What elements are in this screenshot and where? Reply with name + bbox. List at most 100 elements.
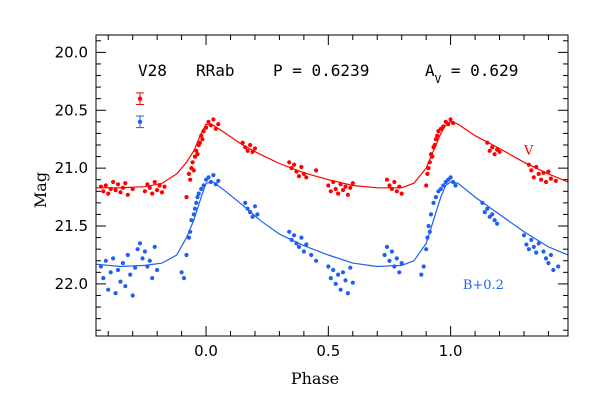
data-point-b (113, 291, 118, 296)
data-point-b (343, 278, 348, 283)
fit-curve-v (96, 121, 568, 189)
data-point-v (487, 148, 492, 153)
data-point-b (196, 191, 201, 196)
data-point-b (98, 264, 103, 269)
data-point-b (245, 206, 250, 211)
data-point-b (336, 272, 341, 277)
data-point-v (211, 117, 216, 122)
data-point-v (529, 168, 534, 173)
data-point-b (137, 241, 143, 246)
data-point-b (296, 244, 302, 249)
data-point-v (292, 162, 297, 167)
data-point-b (140, 256, 145, 261)
data-point-v (430, 154, 435, 159)
data-point-v (191, 168, 196, 173)
error-bar-point-v (137, 96, 143, 101)
data-point-b (428, 212, 434, 217)
x-axis-title: Phase (291, 369, 339, 388)
data-point-b (394, 256, 399, 261)
data-point-b (441, 183, 446, 188)
data-point-b (155, 267, 160, 273)
data-point-b (548, 252, 554, 258)
data-point-b (130, 293, 135, 298)
data-point-v (287, 160, 292, 165)
data-point-v (195, 152, 200, 157)
data-point-v (534, 164, 539, 170)
data-point-v (446, 122, 451, 127)
data-point-b (482, 210, 487, 215)
data-point-v (345, 192, 350, 197)
data-point-b (248, 210, 253, 215)
data-point-b (189, 218, 194, 223)
data-point-b (438, 186, 443, 192)
data-point-v (392, 179, 397, 185)
data-point-v (441, 124, 446, 129)
data-point-v (204, 125, 209, 130)
data-point-b (529, 237, 534, 242)
data-point-b (399, 261, 404, 266)
data-point-v (294, 169, 299, 174)
data-point-b (424, 247, 429, 252)
data-point-v (526, 162, 532, 167)
y-axis-title: Mag (31, 172, 50, 208)
data-point-b (524, 242, 529, 247)
data-point-v (350, 181, 355, 186)
data-point-b (546, 261, 551, 266)
data-point-v (536, 171, 541, 176)
data-point-v (424, 183, 429, 188)
data-point-v (425, 171, 430, 176)
error-bars (136, 92, 145, 129)
data-point-b (431, 200, 436, 205)
data-point-b (299, 235, 304, 240)
data-point-b (142, 249, 147, 254)
data-point-b (419, 272, 424, 277)
data-point-v (199, 133, 204, 138)
data-point-b (145, 264, 150, 269)
data-point-b (108, 270, 113, 275)
data-point-v (245, 148, 250, 153)
data-point-v (184, 195, 189, 200)
data-point-b (301, 249, 306, 254)
data-points (98, 117, 561, 298)
data-point-b (243, 200, 248, 205)
header-star-name: V28 (138, 61, 167, 80)
data-point-v (125, 192, 130, 197)
data-point-v (301, 171, 306, 176)
error-bar-point-b (137, 119, 143, 125)
data-point-b (184, 252, 189, 258)
data-point-b (128, 272, 133, 277)
data-point-v (296, 174, 302, 179)
series-label-v: V (523, 144, 534, 159)
data-point-b (333, 281, 338, 286)
data-point-b (340, 270, 346, 275)
data-point-b (345, 291, 350, 296)
data-point-v (338, 182, 343, 187)
data-point-b (135, 247, 140, 252)
data-point-v (299, 164, 304, 170)
data-point-b (289, 237, 294, 242)
data-point-b (326, 264, 331, 269)
data-point-b (480, 200, 485, 205)
chart-header: V28 RRab P = 0.6239 AV = 0.629 (138, 61, 518, 86)
data-point-b (526, 247, 532, 252)
data-point-v (213, 126, 218, 131)
data-point-v (485, 140, 490, 145)
data-point-b (331, 267, 336, 273)
y-tick-label: 20.5 (55, 101, 88, 119)
data-point-v (159, 190, 165, 195)
data-point-v (490, 145, 495, 150)
data-point-b (426, 223, 431, 229)
data-point-b (541, 249, 546, 254)
plot-frame (95, 34, 569, 337)
data-point-v (314, 168, 319, 173)
data-point-b (521, 233, 527, 238)
y-tick-label: 20.0 (55, 43, 88, 61)
data-point-b (206, 175, 211, 180)
data-point-b (485, 206, 490, 211)
data-point-b (314, 258, 319, 263)
data-point-v (541, 170, 546, 175)
data-point-b (118, 279, 123, 284)
data-point-b (181, 276, 187, 281)
data-point-v (427, 160, 432, 165)
